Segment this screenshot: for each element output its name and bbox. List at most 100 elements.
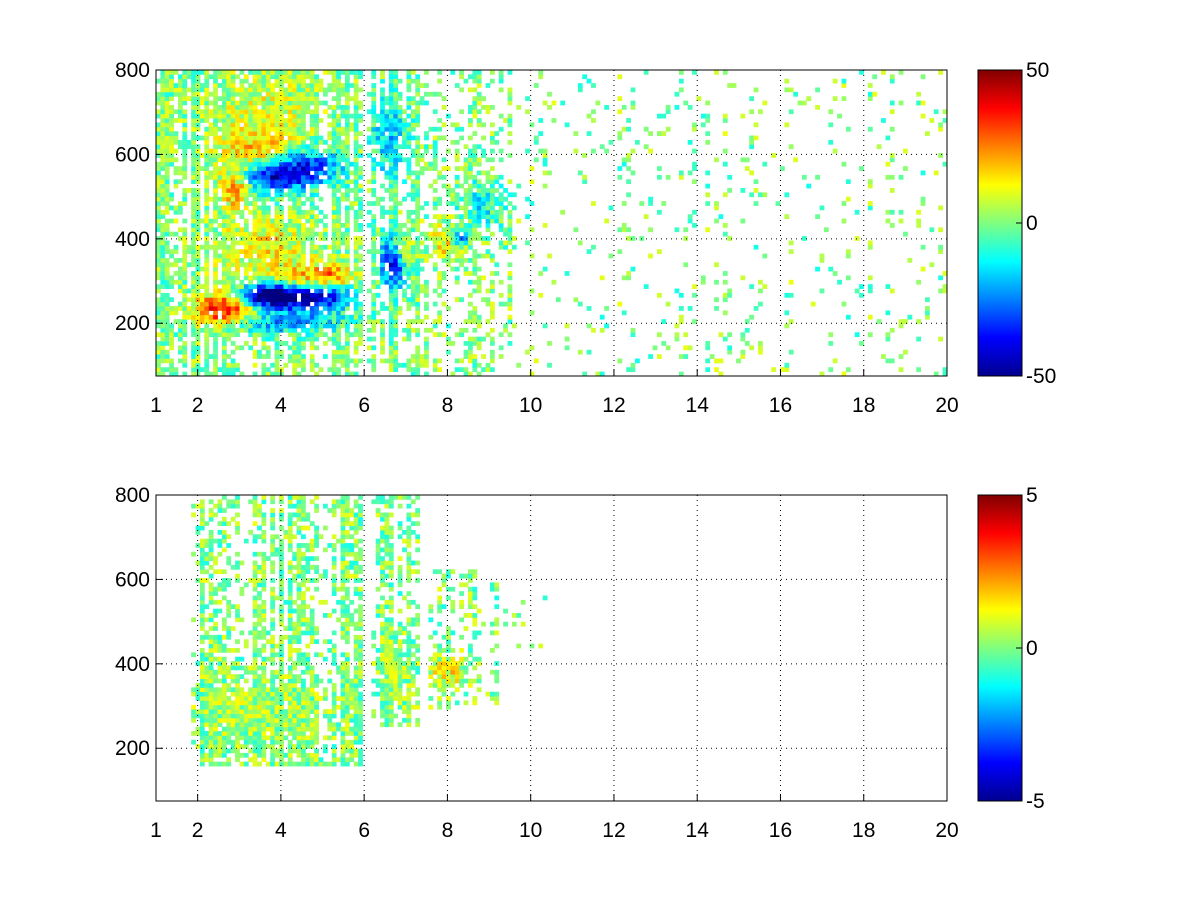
heatmap-cell: [164, 78, 170, 84]
heatmap-cell: [230, 648, 236, 653]
heatmap-cell: [344, 131, 350, 136]
heatmap-cell: [507, 297, 513, 303]
heatmap-cell: [274, 332, 280, 338]
heatmap-cell: [358, 327, 363, 333]
heatmap-cell: [371, 236, 377, 241]
heatmap-cell: [173, 139, 179, 145]
heatmap-cell: [388, 288, 394, 294]
heatmap-cell: [239, 345, 245, 351]
heatmap-cell: [248, 244, 254, 250]
heatmap-cell: [164, 113, 170, 119]
heatmap-cell: [164, 87, 170, 93]
heatmap-cell: [287, 218, 293, 224]
heatmap-cell: [230, 122, 236, 128]
heatmap-cell: [195, 231, 201, 237]
heatmap-cell: [270, 608, 276, 614]
heatmap-cell: [542, 223, 548, 228]
heatmap-cell: [226, 122, 232, 128]
heatmap-cell: [217, 643, 223, 649]
heatmap-cell: [472, 192, 478, 198]
heatmap-cell: [169, 306, 174, 311]
heatmap-cell: [235, 179, 240, 185]
heatmap-cell: [287, 100, 293, 106]
heatmap-cell: [292, 109, 298, 115]
heatmap-cell: [243, 170, 249, 176]
heatmap-cell: [468, 209, 473, 215]
heatmap-cell: [177, 358, 183, 364]
heatmap-cell: [419, 354, 425, 359]
heatmap-cell: [208, 564, 214, 570]
heatmap-cell: [239, 196, 245, 202]
heatmap-cell: [301, 83, 306, 88]
heatmap-cell: [331, 301, 337, 307]
heatmap-cell: [705, 227, 711, 233]
heatmap-cell: [195, 275, 201, 281]
heatmap-cell: [801, 236, 807, 241]
heatmap-cell: [191, 367, 196, 373]
heatmap-cell: [160, 301, 166, 307]
heatmap-cell: [388, 284, 394, 289]
heatmap-cell: [292, 70, 298, 75]
heatmap-cell: [432, 91, 438, 97]
heatmap-cell: [248, 126, 254, 132]
heatmap-cell: [419, 170, 425, 176]
heatmap-cell: [942, 367, 948, 373]
heatmap-cell: [177, 266, 183, 272]
heatmap-cell: [226, 301, 232, 307]
heatmap-cell: [309, 292, 315, 298]
heatmap-cell: [331, 104, 337, 110]
heatmap-cell: [156, 161, 161, 167]
heatmap-cell: [265, 148, 271, 154]
heatmap-cell: [889, 78, 895, 84]
heatmap-cell: [419, 218, 425, 224]
heatmap-cell: [217, 761, 223, 767]
heatmap-cell: [191, 512, 196, 518]
heatmap-cell: [261, 744, 267, 749]
heatmap-cell: [542, 170, 548, 176]
heatmap-cell: [296, 218, 302, 224]
heatmap-cell: [164, 148, 170, 154]
heatmap-cell: [463, 244, 469, 250]
heatmap-cell: [832, 78, 838, 84]
heatmap-cell: [261, 284, 267, 289]
heatmap-cell: [344, 104, 350, 110]
heatmap-cell: [292, 253, 298, 259]
heatmap-cell: [283, 240, 289, 246]
heatmap-cell: [265, 209, 271, 215]
heatmap-cell: [397, 231, 403, 237]
heatmap-cell: [441, 332, 447, 338]
heatmap-cell: [415, 174, 421, 180]
heatmap-cell: [920, 196, 926, 202]
heatmap-cell: [252, 696, 258, 701]
heatmap-cell: [393, 91, 399, 97]
heatmap-cell: [564, 323, 570, 329]
heatmap-cell: [204, 192, 210, 198]
heatmap-cell: [173, 244, 179, 250]
heatmap-cell: [257, 323, 262, 329]
heatmap-cell: [217, 722, 223, 728]
heatmap-cell: [353, 284, 359, 289]
heatmap-cell: [388, 223, 394, 228]
heatmap-cell: [661, 319, 667, 324]
heatmap-cell: [318, 135, 324, 141]
heatmap-cell: [533, 135, 539, 141]
heatmap-cell: [217, 70, 223, 75]
heatmap-cell: [274, 83, 280, 88]
heatmap-cell: [274, 595, 280, 601]
heatmap-cell: [204, 104, 210, 110]
heatmap-cell: [204, 604, 210, 610]
heatmap-cell: [327, 179, 333, 185]
heatmap-cell: [533, 358, 539, 364]
heatmap-cell: [257, 665, 262, 671]
heatmap-cell: [489, 201, 495, 206]
heatmap-cell: [257, 223, 262, 228]
heatmap-cell: [270, 323, 276, 329]
heatmap-cell: [257, 744, 262, 749]
heatmap-cell: [301, 188, 306, 193]
heatmap-cell: [322, 161, 328, 167]
heatmap-cell: [296, 139, 302, 145]
heatmap-cell: [199, 709, 205, 714]
heatmap-cell: [406, 100, 412, 106]
heatmap-cell: [380, 118, 385, 123]
heatmap-cell: [938, 227, 943, 233]
